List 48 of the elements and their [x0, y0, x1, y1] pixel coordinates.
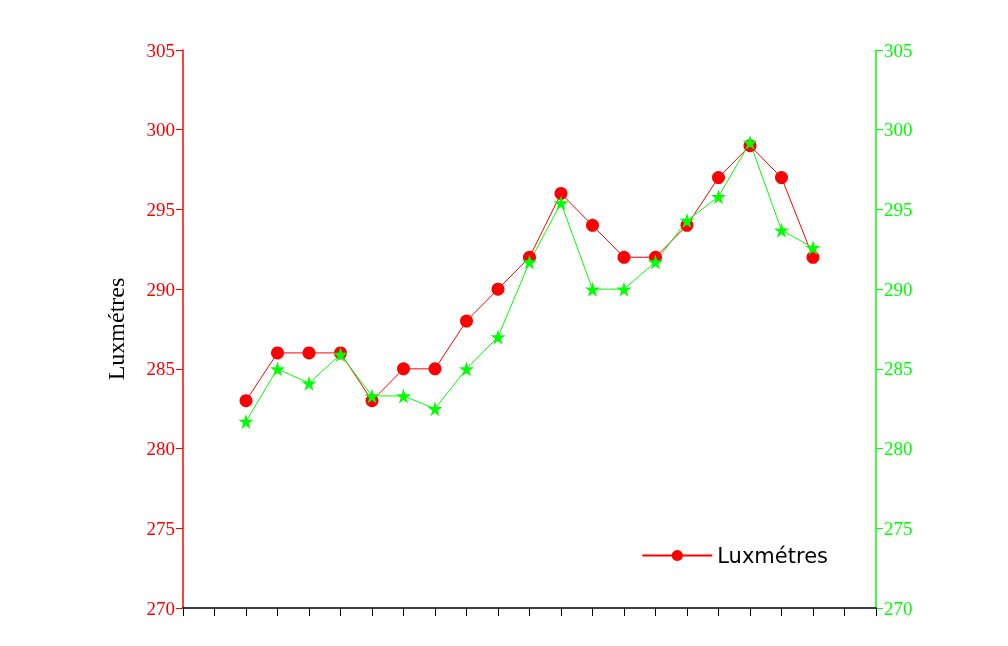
- y-tick-label: 290: [146, 278, 175, 300]
- y2-tick-label: 295: [884, 198, 913, 220]
- y-axis-title: Luxmétres: [103, 277, 129, 381]
- point: [616, 281, 632, 297]
- point: [805, 240, 821, 256]
- point: [271, 346, 284, 360]
- point: [617, 250, 631, 264]
- y2-tick-label: 285: [884, 358, 913, 380]
- point: [774, 222, 789, 238]
- point: [711, 189, 726, 205]
- y-tick-label: 295: [146, 198, 175, 220]
- y2-tick-label: 275: [884, 517, 913, 539]
- point: [554, 186, 568, 200]
- y-tick-label: 270: [146, 597, 175, 619]
- point: [648, 254, 663, 270]
- point: [396, 388, 411, 404]
- y-tick-label: 275: [146, 517, 175, 539]
- point: [459, 361, 474, 377]
- point: [364, 388, 380, 404]
- y2-tick-label: 305: [884, 39, 913, 61]
- point: [775, 171, 788, 185]
- point: [239, 394, 253, 408]
- point: [742, 134, 758, 150]
- y2-tick-label: 280: [884, 438, 913, 460]
- y-tick-label: 285: [146, 358, 175, 380]
- y-tick-label: 300: [146, 119, 175, 141]
- y2-tick-label: 300: [884, 119, 913, 141]
- point: [302, 346, 316, 360]
- point: [427, 401, 443, 417]
- y-tick-label: 280: [146, 438, 175, 460]
- point: [460, 314, 473, 328]
- point: [270, 361, 285, 377]
- y2-tick-label: 270: [884, 597, 913, 619]
- point: [712, 171, 725, 185]
- point: [491, 282, 505, 296]
- point: [586, 218, 599, 232]
- y2-tick-label: 290: [884, 278, 913, 300]
- point: [238, 413, 254, 429]
- point: [397, 362, 410, 376]
- y-tick-label: 305: [146, 39, 175, 61]
- point: [428, 362, 442, 376]
- point: [585, 281, 600, 297]
- point: [679, 213, 695, 229]
- point: [301, 375, 317, 391]
- legend-label: Luxmétres: [717, 543, 829, 568]
- point: [490, 329, 506, 345]
- point: [553, 195, 569, 211]
- point: [522, 254, 537, 270]
